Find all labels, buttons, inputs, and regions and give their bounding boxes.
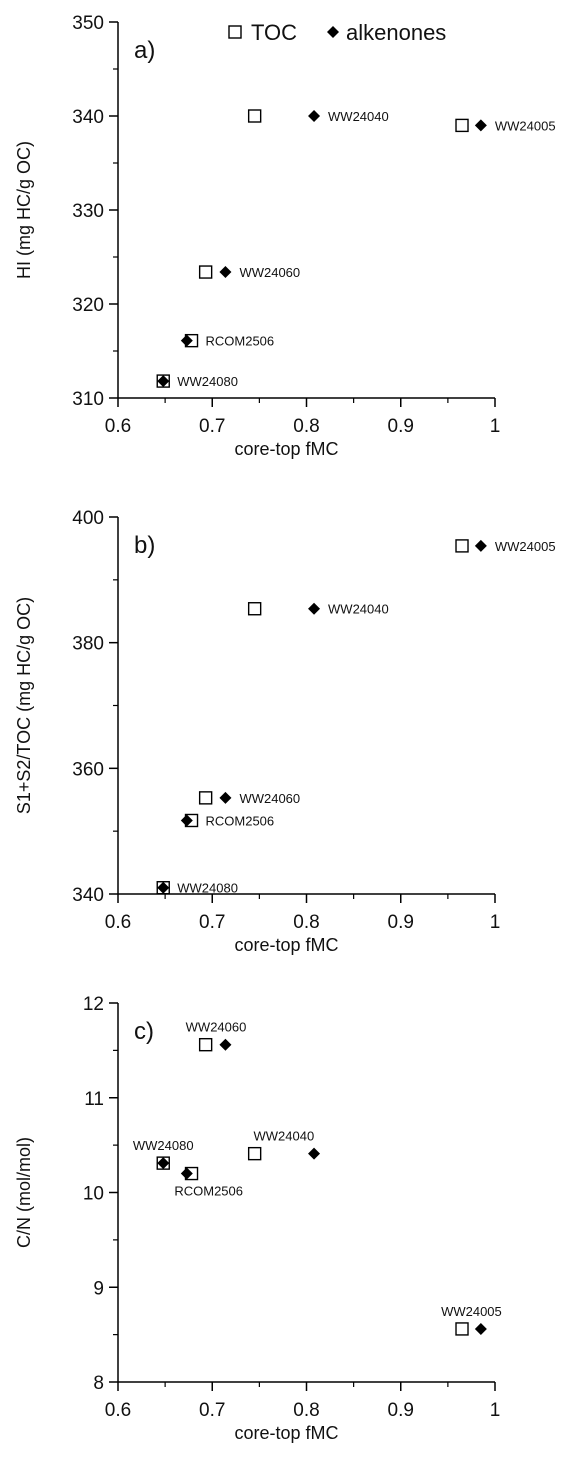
y-tick-label: 9 (93, 1278, 104, 1299)
x-tick-label: 0.6 (105, 1400, 131, 1421)
data-point-alkenones (180, 814, 193, 827)
legend-marker-alkenones (327, 26, 339, 38)
y-tick-label: 380 (72, 634, 104, 655)
y-tick-label: 360 (72, 759, 104, 780)
point-label: WW24040 (328, 602, 389, 617)
x-tick-label: 0.6 (105, 912, 131, 933)
data-point-alkenones (308, 1147, 321, 1160)
data-point-alkenones (157, 375, 170, 388)
legend-label-toc: TOC (251, 20, 297, 45)
data-point-toc (455, 539, 469, 553)
data-point-alkenones (219, 791, 232, 804)
data-point-toc (247, 1146, 262, 1161)
point-label: WW24060 (239, 791, 300, 806)
point-label: WW24005 (495, 118, 556, 133)
y-tick-label: 12 (83, 994, 104, 1015)
data-point-alkenones (219, 266, 232, 279)
x-tick-label: 0.9 (388, 416, 414, 437)
x-tick-label: 0.8 (293, 1400, 319, 1421)
y-tick-label: 310 (72, 389, 104, 410)
x-tick-label: 1 (490, 912, 501, 933)
x-tick-label: 0.7 (199, 416, 225, 437)
x-tick-label: 0.6 (105, 416, 131, 437)
data-point-alkenones (219, 1038, 232, 1051)
data-point-alkenones (308, 110, 321, 122)
panel-label: b) (134, 532, 155, 559)
x-axis-title: core-top fMC (234, 935, 338, 955)
y-tick-label: 8 (93, 1373, 104, 1394)
data-point-alkenones (157, 1157, 170, 1170)
y-axis-title: HI (mg HC/g OC) (14, 141, 34, 279)
x-tick-label: 0.9 (388, 1400, 414, 1421)
data-point-alkenones (157, 881, 170, 894)
point-label: RCOM2506 (206, 813, 275, 828)
y-axis-title: S1+S2/TOC (mg HC/g OC) (14, 597, 34, 814)
y-tick-label: 400 (72, 508, 104, 529)
panel-label: c) (134, 1018, 154, 1045)
point-label: RCOM2506 (174, 1184, 243, 1199)
x-tick-label: 0.7 (199, 1400, 225, 1421)
point-label: WW24080 (133, 1138, 194, 1153)
point-label: WW24005 (441, 1304, 502, 1319)
data-point-alkenones (180, 334, 193, 347)
y-tick-label: 11 (84, 1089, 104, 1110)
point-label: RCOM2506 (206, 334, 275, 349)
data-point-alkenones (180, 1167, 193, 1180)
x-tick-label: 0.9 (388, 912, 414, 933)
point-label: WW24060 (186, 1020, 247, 1035)
point-label: WW24080 (177, 374, 238, 389)
panel-label: a) (134, 37, 155, 64)
point-label: WW24040 (254, 1129, 315, 1144)
y-tick-label: 10 (83, 1184, 104, 1205)
legend-label-alkenones: alkenones (346, 20, 446, 45)
data-point-toc (455, 118, 469, 133)
point-label: WW24040 (328, 109, 389, 124)
legend-marker-toc (228, 25, 242, 39)
x-tick-label: 0.8 (293, 912, 319, 933)
y-tick-label: 330 (72, 201, 104, 222)
chart-panel-2: 340 360 380 400 0.6 0.7 0.8 0.9 1 core-top fMC S1+… (14, 508, 556, 955)
y-tick-label: 350 (72, 13, 104, 34)
data-point-toc (247, 109, 262, 123)
y-tick-label: 340 (72, 107, 104, 128)
chart-panel-3: 8 9 10 11 12 0.6 0.7 0.8 0.9 1 core-top fMC C/N (mo… (14, 994, 502, 1443)
legend: TOC alkenones (228, 20, 446, 45)
x-tick-label: 1 (490, 416, 501, 437)
point-label: WW24080 (177, 881, 238, 896)
y-tick-label: 340 (72, 885, 104, 906)
data-point-toc (198, 791, 213, 805)
y-axis-title: C/N (mol/mol) (14, 1137, 34, 1248)
x-tick-label: 0.7 (199, 912, 225, 933)
data-point-alkenones (474, 1322, 487, 1335)
y-tick-label: 320 (72, 295, 104, 316)
x-axis-title: core-top fMC (234, 439, 338, 459)
point-label: WW24005 (495, 539, 556, 554)
data-point-toc (198, 1037, 213, 1052)
data-point-alkenones (474, 539, 487, 552)
data-point-alkenones (308, 602, 321, 615)
data-point-toc (247, 602, 262, 616)
data-point-toc (198, 265, 213, 279)
point-label: WW24060 (239, 265, 300, 280)
chart-panel-1: 310 320 330 340 350 0.6 0.7 0.8 0.9 1 core-top fMC… (14, 13, 556, 459)
x-tick-label: 0.8 (293, 416, 319, 437)
x-tick-label: 1 (490, 1400, 501, 1421)
data-point-toc (455, 1322, 469, 1336)
data-point-alkenones (474, 119, 487, 132)
x-axis-title: core-top fMC (234, 1423, 338, 1443)
